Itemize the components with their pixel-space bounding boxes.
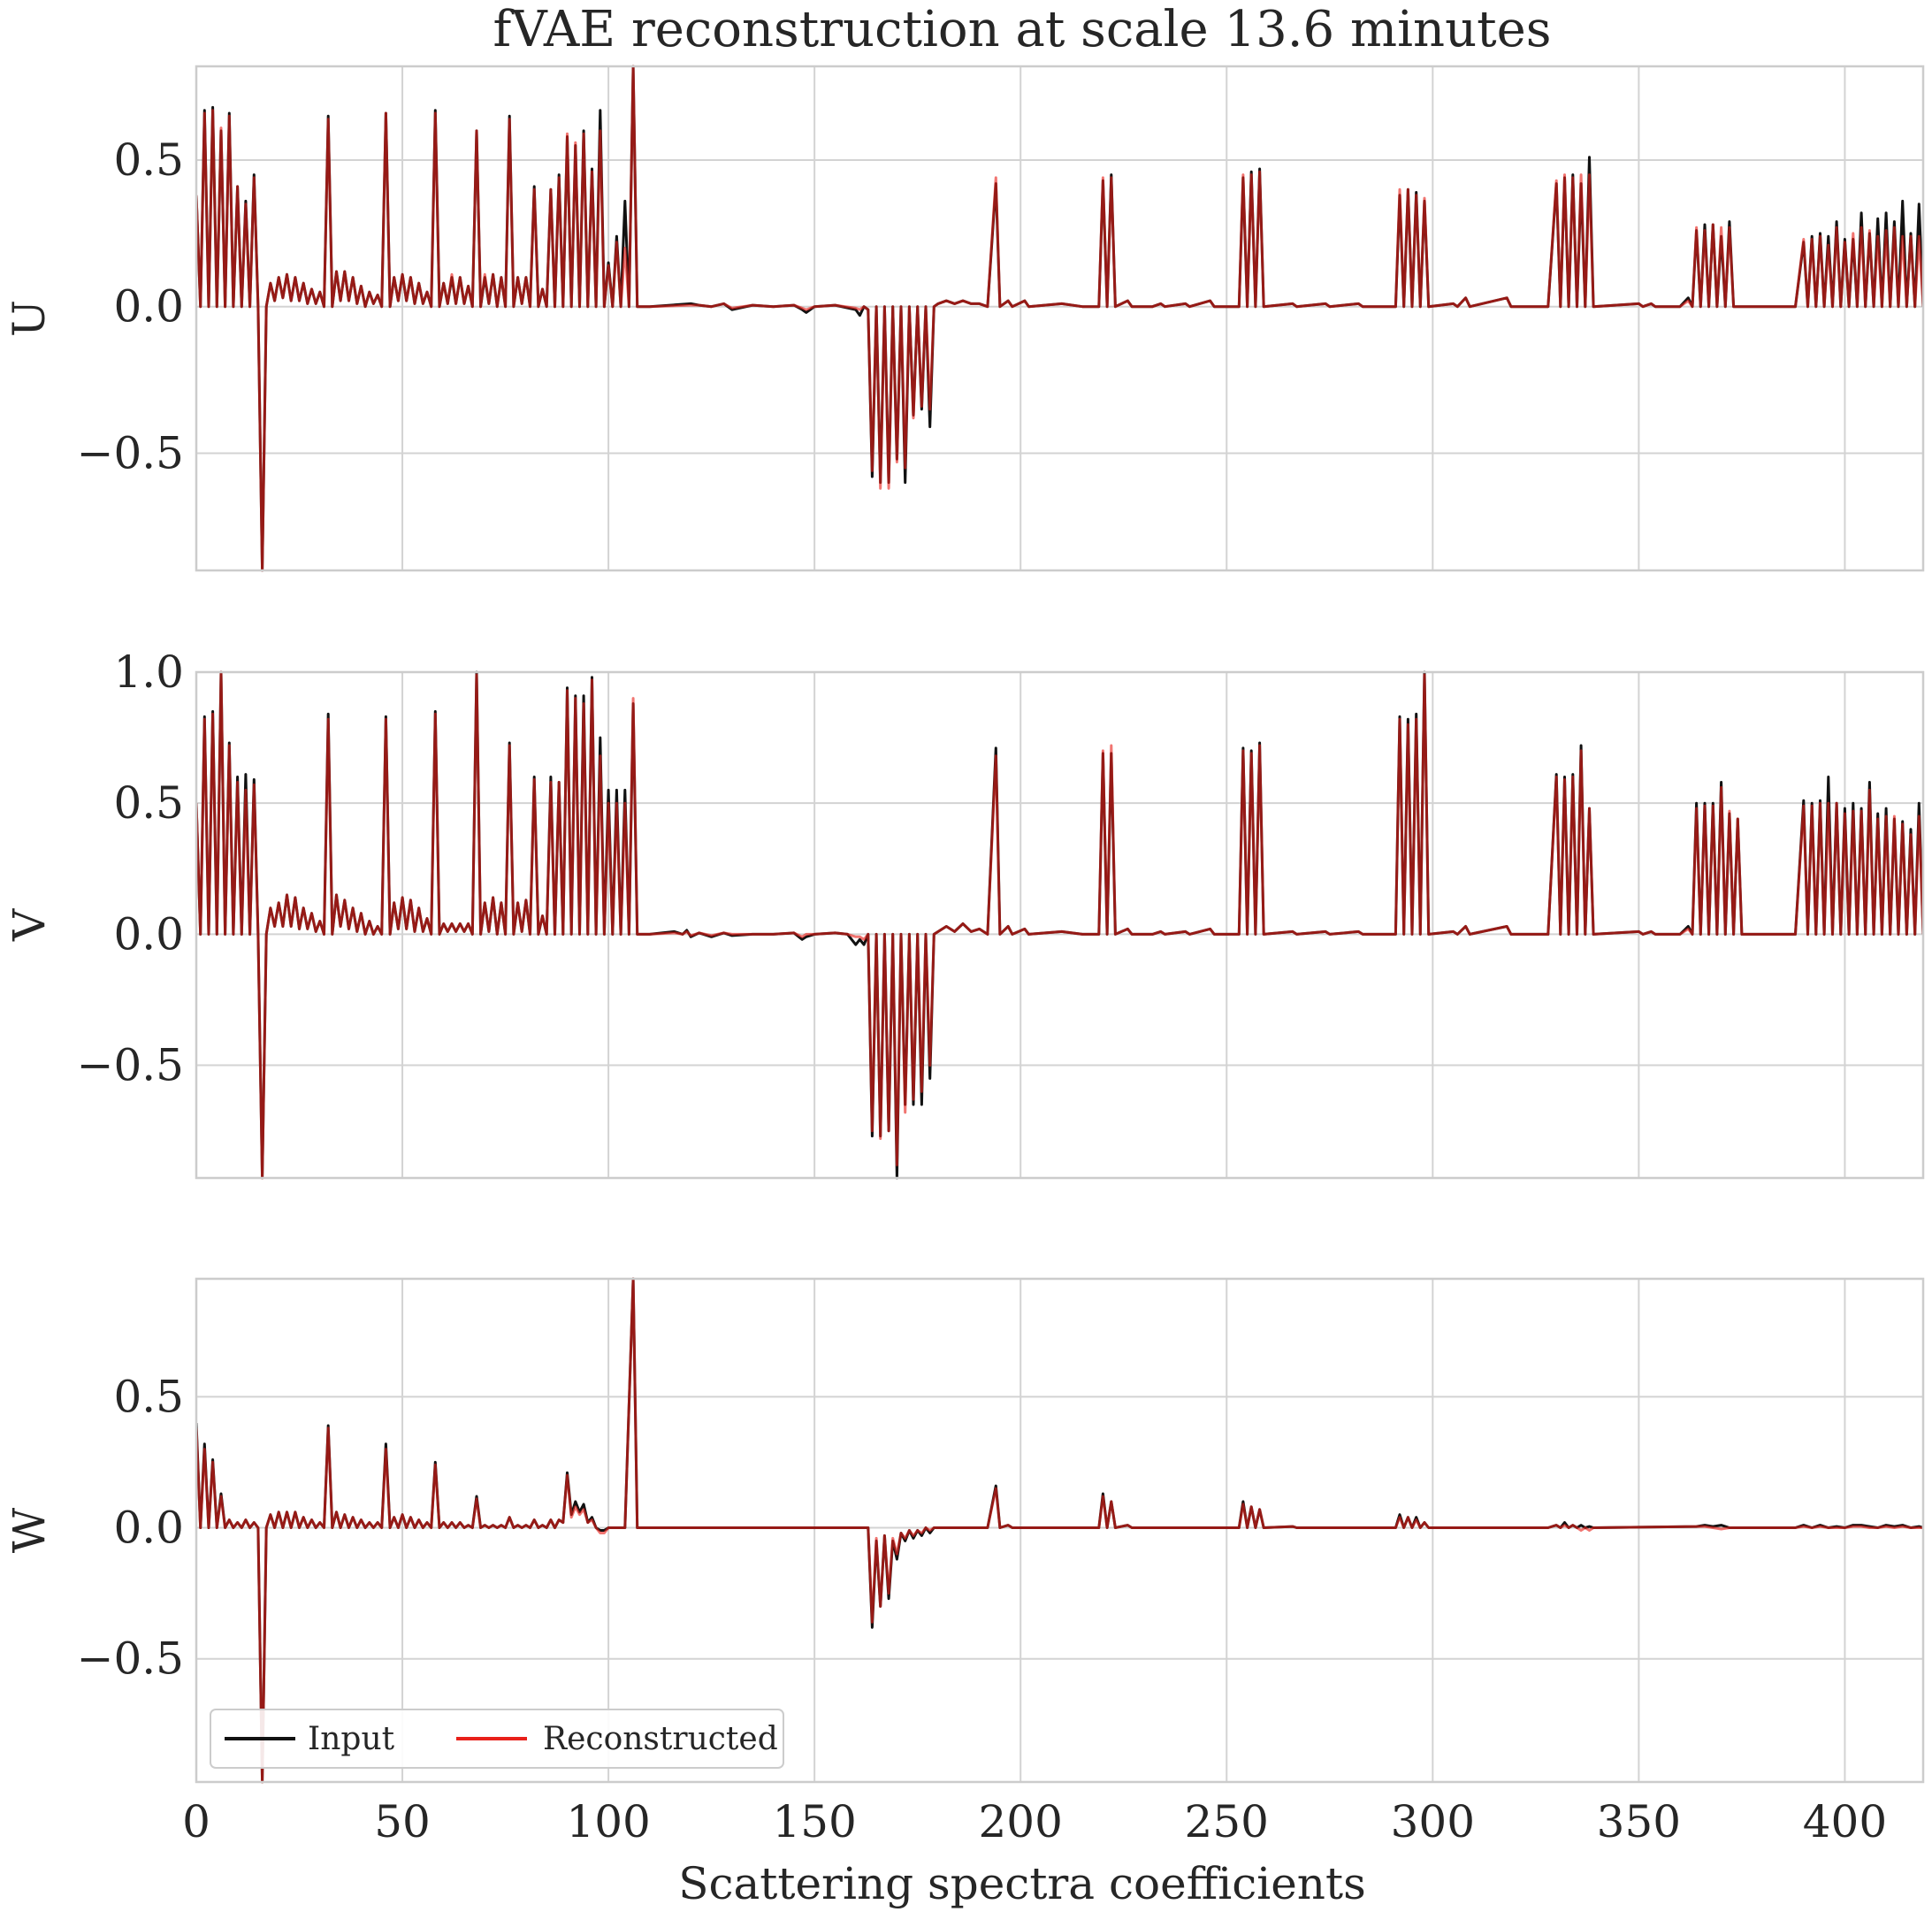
x-tick-label: 50 <box>374 1796 431 1847</box>
panel-u: 0.5 0.0 −0.5 U <box>4 65 1925 572</box>
series-group <box>196 670 1923 1180</box>
series-group <box>196 65 1923 572</box>
y-tick-label: −0.5 <box>77 1040 184 1091</box>
x-tick-label: 250 <box>1185 1796 1269 1847</box>
y-tick-label: 0.5 <box>113 1371 184 1422</box>
y-tick-label: 1.0 <box>113 646 184 698</box>
x-tick-label: 0 <box>182 1796 210 1847</box>
y-axis-label: U <box>4 300 55 337</box>
y-tick-label: 0.0 <box>113 1503 184 1554</box>
y-axis-label: W <box>4 1507 55 1553</box>
legend-label-input: Input <box>308 1721 395 1757</box>
x-tick-label: 150 <box>772 1796 856 1847</box>
y-tick-label: 0.5 <box>113 134 184 186</box>
x-tick-label: 350 <box>1597 1796 1681 1847</box>
series-line-reconstructed <box>196 1277 1923 1784</box>
series-line-reconstructed <box>196 65 1923 572</box>
legend: Input Reconstructed <box>210 1709 784 1769</box>
x-axis-label: Scattering spectra coefficients <box>678 1858 1366 1909</box>
x-tick-label: 400 <box>1803 1796 1887 1847</box>
y-tick-label: 0.0 <box>113 908 184 960</box>
plot-area <box>196 672 1923 1178</box>
plot-area <box>196 66 1923 570</box>
panels: 0.5 0.0 −0.5 U 1.0 0.5 0.0 −0.5 V 0.5 0.0 −0.5 W 0 50 1… <box>4 65 1925 1847</box>
series-line-reconstructed <box>196 670 1923 1180</box>
x-tick-label: 200 <box>979 1796 1063 1847</box>
x-tick-label: 100 <box>566 1796 650 1847</box>
chart-title: fVAE reconstruction at scale 13.6 minute… <box>493 1 1551 58</box>
y-axis-label: V <box>4 908 55 942</box>
panel-w: 0.5 0.0 −0.5 W 0 50 100 150 200 250 300 350 400 Input… <box>4 1277 1925 1847</box>
axes-frame <box>195 670 1925 1180</box>
series-group <box>196 1277 1923 1784</box>
y-tick-label: −0.5 <box>77 1633 184 1685</box>
axes-frame <box>195 65 1925 572</box>
y-tick-label: 0.0 <box>113 281 184 333</box>
legend-label-reconstructed: Reconstructed <box>543 1721 778 1757</box>
axes-frame <box>195 1277 1925 1784</box>
y-tick-label: 0.5 <box>113 777 184 829</box>
panel-v: 1.0 0.5 0.0 −0.5 V <box>4 646 1925 1180</box>
x-tick-label: 300 <box>1391 1796 1475 1847</box>
y-tick-label: −0.5 <box>77 427 184 478</box>
plot-area <box>196 1279 1923 1782</box>
